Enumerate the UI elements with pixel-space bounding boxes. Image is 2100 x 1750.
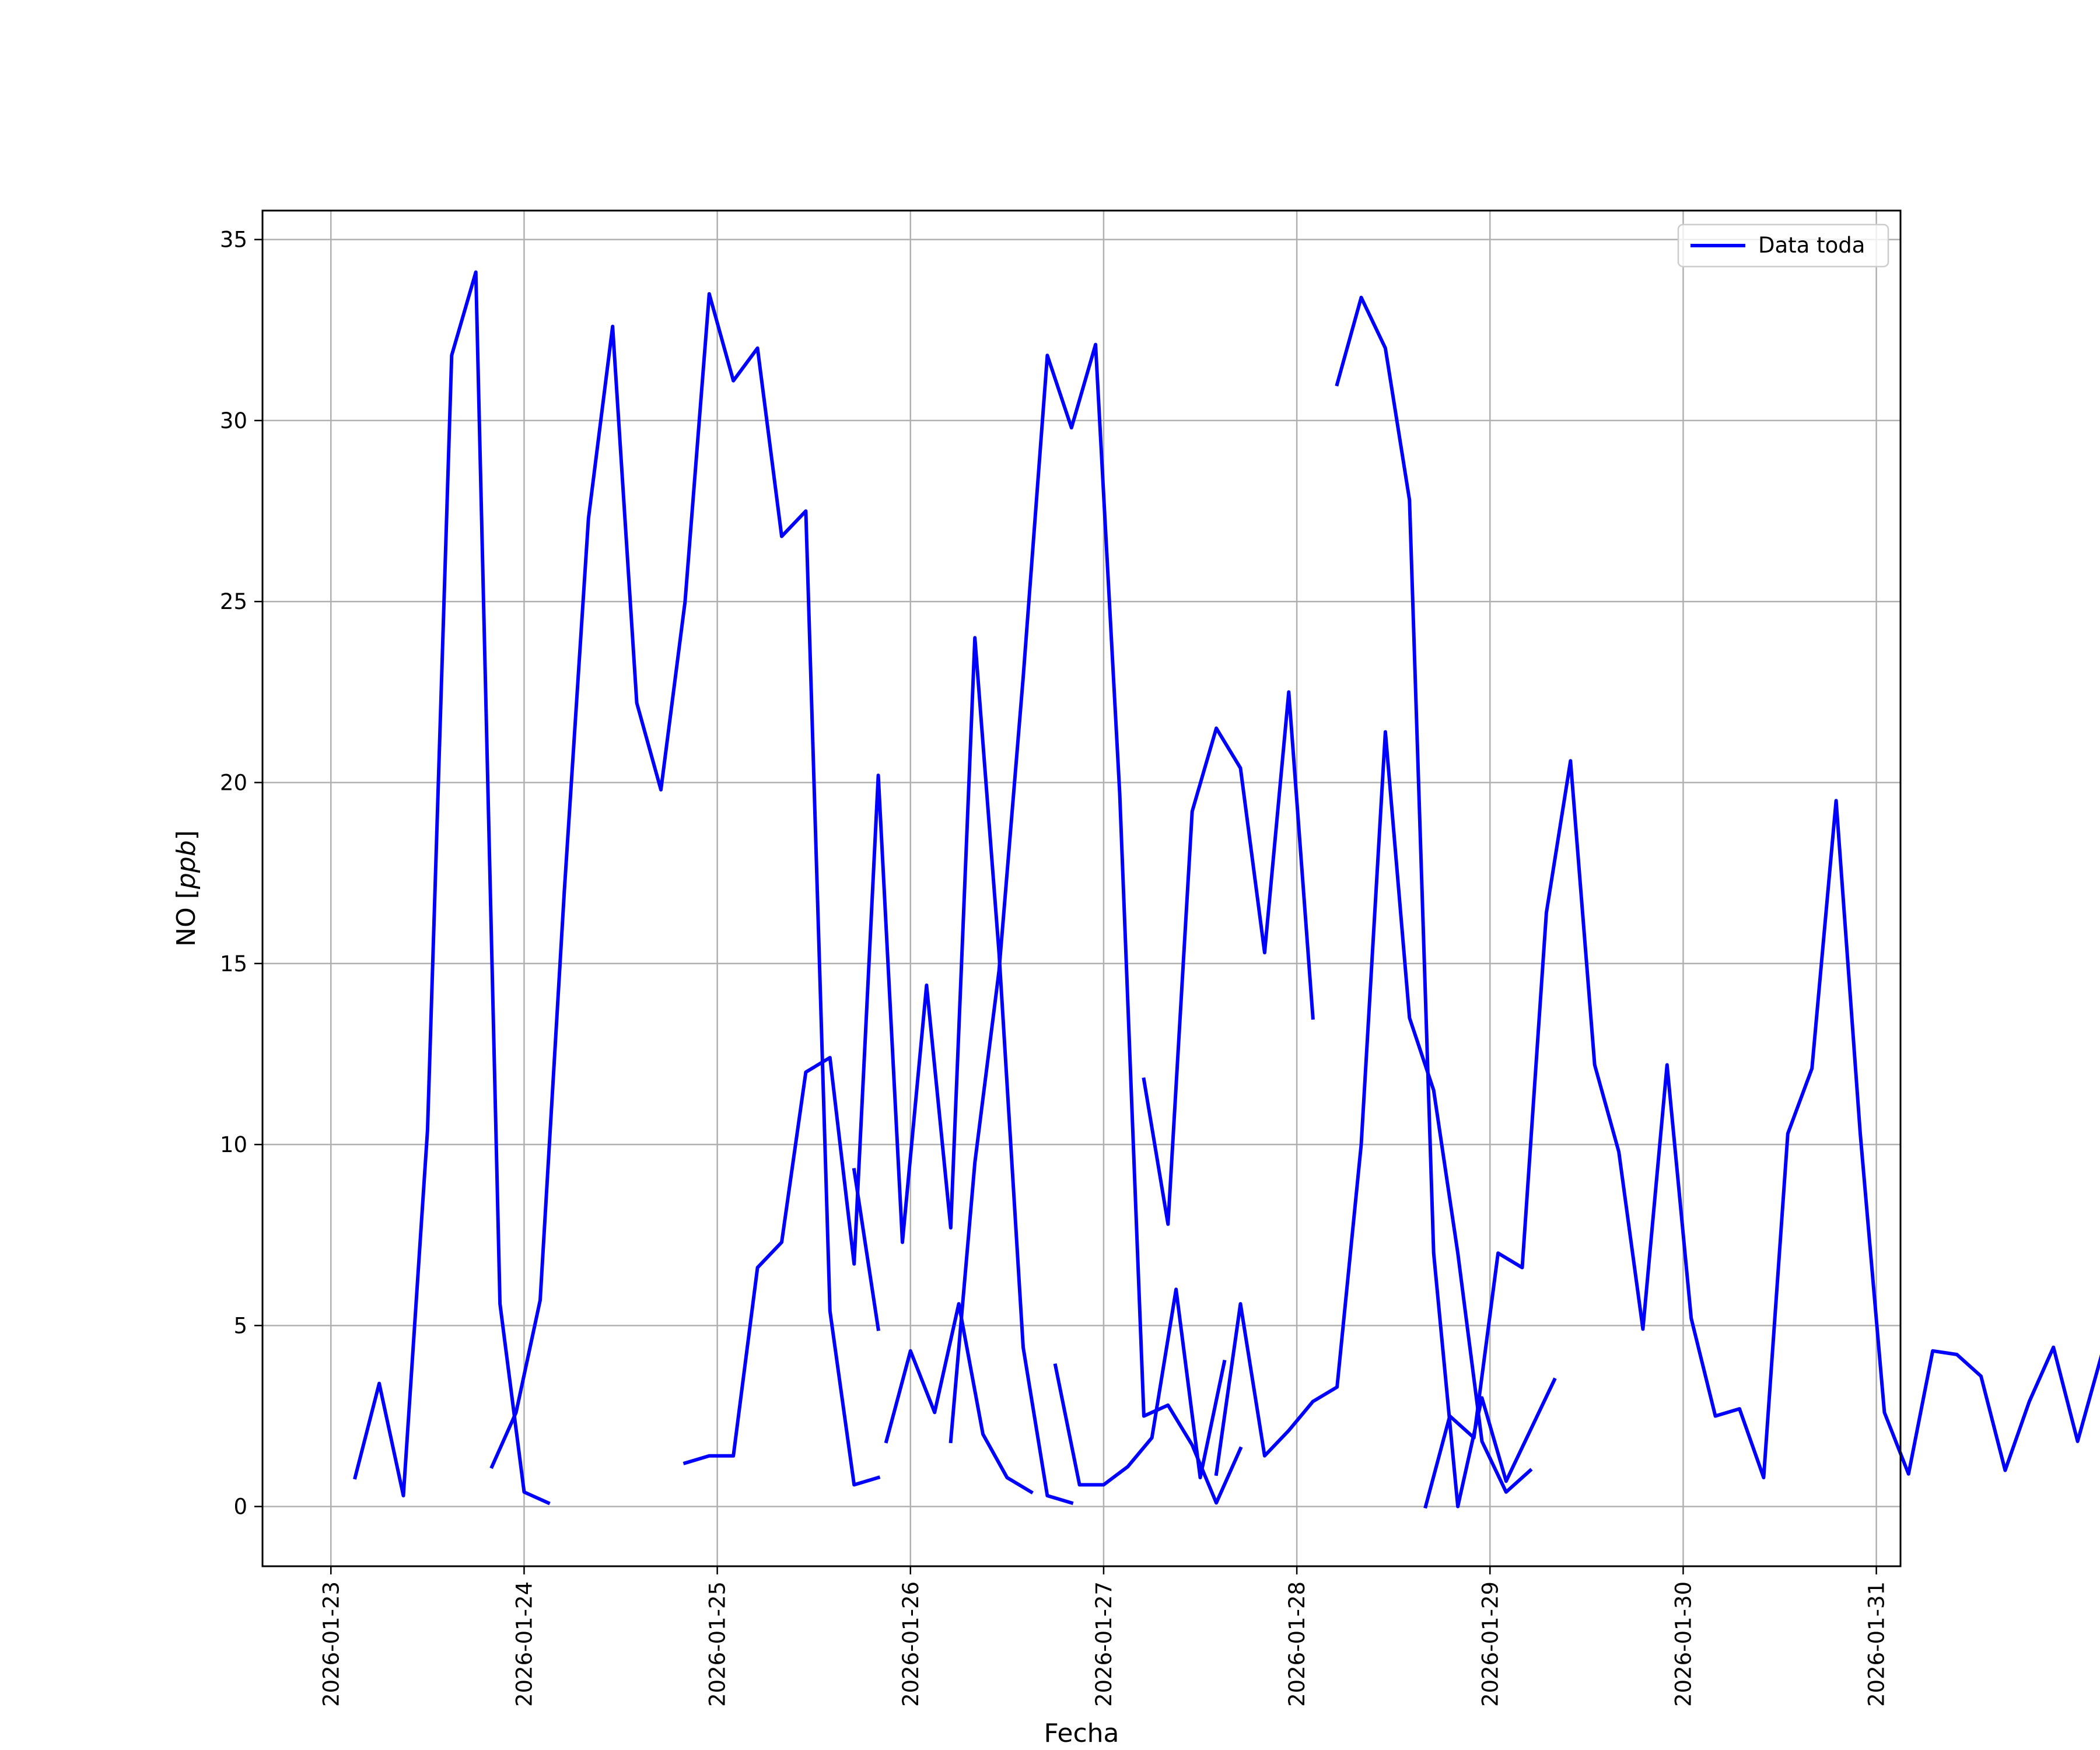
series-line-segment-0-5 bbox=[949, 342, 1243, 1505]
series-line-segment-0-10 bbox=[1423, 759, 2100, 1509]
legend: Data toda bbox=[1677, 223, 1889, 268]
data-toda-series bbox=[353, 270, 2100, 1509]
legend-label-data-toda: Data toda bbox=[1758, 233, 1865, 258]
series-line-segment-0-4 bbox=[884, 1302, 1034, 1494]
x-tick-label-3: 2026-01-26 bbox=[898, 1581, 923, 1707]
x-tick-label-1: 2026-01-24 bbox=[512, 1581, 537, 1707]
y-tick-label-1: 5 bbox=[233, 1313, 247, 1338]
x-tick-label-7: 2026-01-30 bbox=[1671, 1581, 1696, 1707]
y-axis-label-suffix: ] bbox=[172, 830, 201, 840]
y-axis-ticks: 0 5 10 15 20 25 30 35 bbox=[220, 228, 262, 1520]
y-tick-label-7: 35 bbox=[220, 228, 247, 253]
series-line-segment-0-9 bbox=[1335, 295, 1557, 1508]
y-tick-label-2: 10 bbox=[220, 1132, 247, 1157]
x-tick-label-6: 2026-01-29 bbox=[1478, 1581, 1503, 1707]
y-tick-label-3: 15 bbox=[220, 951, 247, 977]
x-tick-label-0: 2026-01-23 bbox=[318, 1581, 344, 1707]
y-axis-label-unit: ppb bbox=[172, 840, 201, 890]
x-tick-label-8: 2026-01-31 bbox=[1864, 1581, 1889, 1707]
x-tick-label-4: 2026-01-27 bbox=[1091, 1581, 1116, 1707]
series-line-segment-0-6 bbox=[1053, 1287, 1227, 1487]
legend-box bbox=[1677, 223, 1889, 268]
y-tick-label-0: 0 bbox=[233, 1494, 247, 1520]
y-tick-label-6: 30 bbox=[220, 408, 247, 433]
series-line-segment-0-1 bbox=[489, 292, 881, 1487]
grid-lines bbox=[262, 211, 1901, 1566]
x-tick-label-2: 2026-01-25 bbox=[705, 1581, 730, 1707]
x-tick-label-5: 2026-01-28 bbox=[1284, 1581, 1310, 1707]
y-axis-label-prefix: NO [ bbox=[172, 889, 201, 947]
x-axis-label: Fecha bbox=[1044, 1718, 1119, 1748]
y-tick-label-5: 25 bbox=[220, 589, 247, 614]
series-line-segment-0-7 bbox=[1142, 690, 1315, 1226]
x-axis-ticks: 2026-01-23 2026-01-24 2026-01-25 2026-01-26… bbox=[318, 1566, 1889, 1707]
series-line-segment-0-0 bbox=[353, 270, 551, 1506]
series-line-segment-0-2 bbox=[682, 636, 1074, 1506]
y-tick-label-4: 20 bbox=[220, 770, 247, 795]
series-line-segment-0-3 bbox=[852, 1168, 881, 1331]
y-axis-label: NO [ppb] bbox=[172, 830, 201, 947]
plot-frame bbox=[261, 209, 1902, 1567]
